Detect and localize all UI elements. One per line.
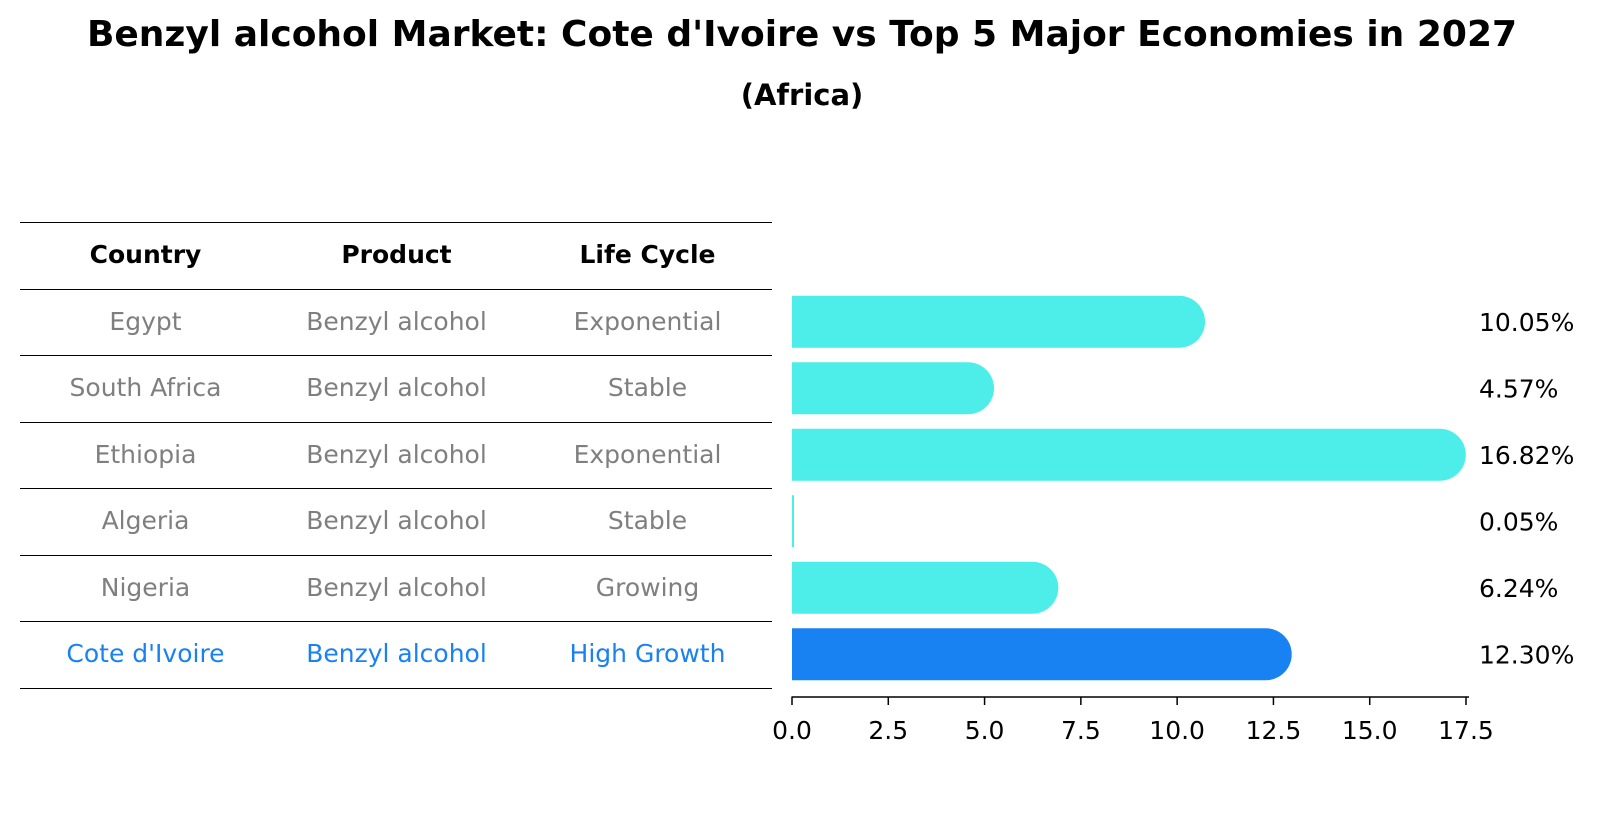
table-cell-life-cycle: Stable — [607, 506, 688, 536]
table-cell-country: Cote d'Ivoire — [66, 639, 225, 669]
table-cell-product: Benzyl alcohol — [306, 506, 487, 536]
x-tick-label: 5.0 — [965, 716, 1005, 745]
bar-south-africa — [792, 362, 995, 415]
x-tick-label: 17.5 — [1438, 716, 1494, 745]
table-cell-life-cycle: Exponential — [573, 306, 722, 336]
x-tick-label: 12.5 — [1246, 716, 1302, 745]
x-tick-label: 2.5 — [868, 716, 908, 745]
table-rule — [20, 355, 772, 356]
table-cell-life-cycle: Exponential — [573, 439, 722, 469]
table-cell-country: Ethiopia — [94, 439, 197, 469]
table-header: Life Cycle — [579, 240, 716, 270]
table-cell-product: Benzyl alcohol — [306, 439, 487, 469]
bar-nigeria — [792, 561, 1059, 614]
bar-cote-d-ivoire — [792, 628, 1292, 681]
bar-value-label: 10.05% — [1479, 308, 1574, 337]
table-cell-country: Egypt — [109, 306, 182, 336]
table-rule — [20, 222, 772, 223]
table-cell-product: Benzyl alcohol — [306, 639, 487, 669]
table-rule — [20, 288, 772, 290]
bar-algeria — [792, 495, 794, 548]
x-tick-label: 15.0 — [1342, 716, 1398, 745]
table-cell-product: Benzyl alcohol — [306, 572, 487, 602]
table-cell-country: Algeria — [101, 506, 190, 536]
bar-value-label: 12.30% — [1479, 640, 1574, 669]
chart-subtitle: (Africa) — [740, 78, 864, 112]
bar-ethiopia — [792, 428, 1466, 481]
x-tick-label: 7.5 — [1061, 716, 1101, 745]
bar-value-label: 4.57% — [1479, 374, 1558, 403]
bar-value-label: 0.05% — [1479, 507, 1558, 536]
table-header: Product — [341, 240, 452, 270]
bar-value-label: 6.24% — [1479, 574, 1558, 603]
table-rule — [20, 554, 772, 556]
table-cell-country: Nigeria — [100, 572, 191, 602]
table-rule — [20, 488, 772, 489]
table-rule — [20, 687, 772, 689]
table-cell-country: South Africa — [69, 373, 222, 403]
table-rule — [20, 421, 772, 423]
x-tick-label: 10.0 — [1149, 716, 1205, 745]
x-tick-label: 0.0 — [772, 716, 812, 745]
table-cell-product: Benzyl alcohol — [306, 373, 487, 403]
table-header: Country — [89, 240, 202, 270]
bar-egypt — [792, 295, 1206, 348]
table-cell-life-cycle: Stable — [607, 373, 688, 403]
chart-title: Benzyl alcohol Market: Cote d'Ivoire vs … — [86, 14, 1518, 55]
table-rule — [20, 621, 772, 622]
table-cell-product: Benzyl alcohol — [306, 306, 487, 336]
table-cell-life-cycle: High Growth — [569, 639, 726, 669]
bar-value-label: 16.82% — [1479, 441, 1574, 470]
table-cell-life-cycle: Growing — [595, 572, 700, 602]
